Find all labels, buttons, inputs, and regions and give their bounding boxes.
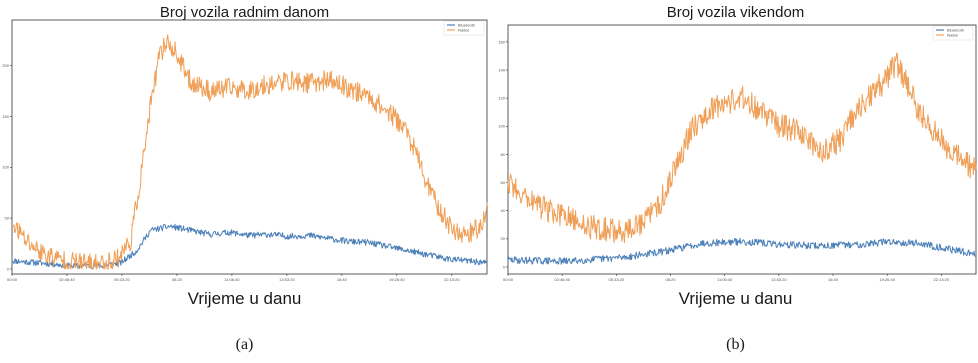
x-tick-label: 19:26:40 bbox=[879, 277, 895, 282]
x-tick-label: 22:13:20 bbox=[444, 277, 460, 282]
panel-caption: (a) bbox=[235, 336, 254, 353]
x-tick-label: 13:53:20 bbox=[279, 277, 295, 282]
legend-label: Bluetooth bbox=[947, 27, 964, 32]
y-tick-label: 120 bbox=[498, 96, 505, 101]
legend-label: Bluetooth bbox=[458, 22, 475, 27]
x-tick-label: 11:06:40 bbox=[224, 277, 240, 282]
x-tick-label: 05:33:20 bbox=[609, 277, 625, 282]
y-tick-label: 60 bbox=[501, 180, 506, 185]
y-tick-label: 150 bbox=[2, 114, 9, 119]
x-tick-label: 02:46:40 bbox=[554, 277, 570, 282]
x-tick-label: 11:06:40 bbox=[717, 277, 733, 282]
y-tick-label: 0 bbox=[503, 264, 506, 269]
legend-label: Radar bbox=[458, 27, 470, 32]
y-tick-label: 40 bbox=[501, 208, 506, 213]
y-tick-label: 50 bbox=[5, 216, 10, 221]
series-line bbox=[11, 34, 488, 270]
series-line bbox=[11, 223, 488, 270]
x-tick-label: 02:46:40 bbox=[59, 277, 75, 282]
line-chart-b: 0 20 40 60 80 100 120 140 160 00:00 02:46:40 05:33:… bbox=[498, 24, 977, 282]
y-tick-label: 100 bbox=[498, 124, 505, 129]
chart-title: Broj vozila radnim danom bbox=[159, 4, 330, 21]
x-tick-label: 19:26:40 bbox=[389, 277, 405, 282]
y-tick-label: 140 bbox=[498, 67, 505, 72]
y-tick-label: 20 bbox=[501, 236, 506, 241]
y-tick-label: 80 bbox=[501, 152, 506, 157]
series-line bbox=[507, 237, 977, 265]
x-tick-label: 08:20 bbox=[172, 277, 183, 282]
chart-panel-a: Broj vozila radnim danom 0 50 100 150 200 00:… bbox=[2, 4, 488, 353]
x-tick-label: 16:40 bbox=[828, 277, 839, 282]
y-tick-label: 200 bbox=[2, 63, 9, 68]
x-tick-label: 08:20 bbox=[665, 277, 676, 282]
y-tick-label: 100 bbox=[2, 165, 9, 170]
series-line bbox=[507, 52, 977, 244]
y-tick-label: 160 bbox=[498, 39, 505, 44]
panel-caption: (b) bbox=[726, 336, 745, 353]
x-tick-label: 00:00 bbox=[7, 277, 18, 282]
x-axis-label: Vrijeme u danu bbox=[678, 289, 793, 308]
chart-panel-b: Broj vozila vikendom 0 20 40 60 80 100 120 140 1… bbox=[493, 0, 978, 363]
line-chart-a: 0 50 100 150 200 00:00 02:46:40 05:33:20 08:20 11… bbox=[2, 19, 488, 282]
chart-title: Broj vozila vikendom bbox=[666, 4, 805, 21]
x-tick-label: 00:00 bbox=[503, 277, 514, 282]
x-tick-label: 22:13:20 bbox=[934, 277, 950, 282]
plot-frame bbox=[507, 24, 977, 275]
x-tick-label: 05:33:20 bbox=[114, 277, 130, 282]
x-tick-label: 13:53:20 bbox=[771, 277, 787, 282]
legend-label: Radar bbox=[947, 32, 959, 37]
x-axis-label: Vrijeme u danu bbox=[187, 289, 302, 308]
plot-frame bbox=[11, 19, 488, 275]
y-tick-label: 0 bbox=[7, 266, 10, 271]
x-tick-label: 16:40 bbox=[337, 277, 348, 282]
